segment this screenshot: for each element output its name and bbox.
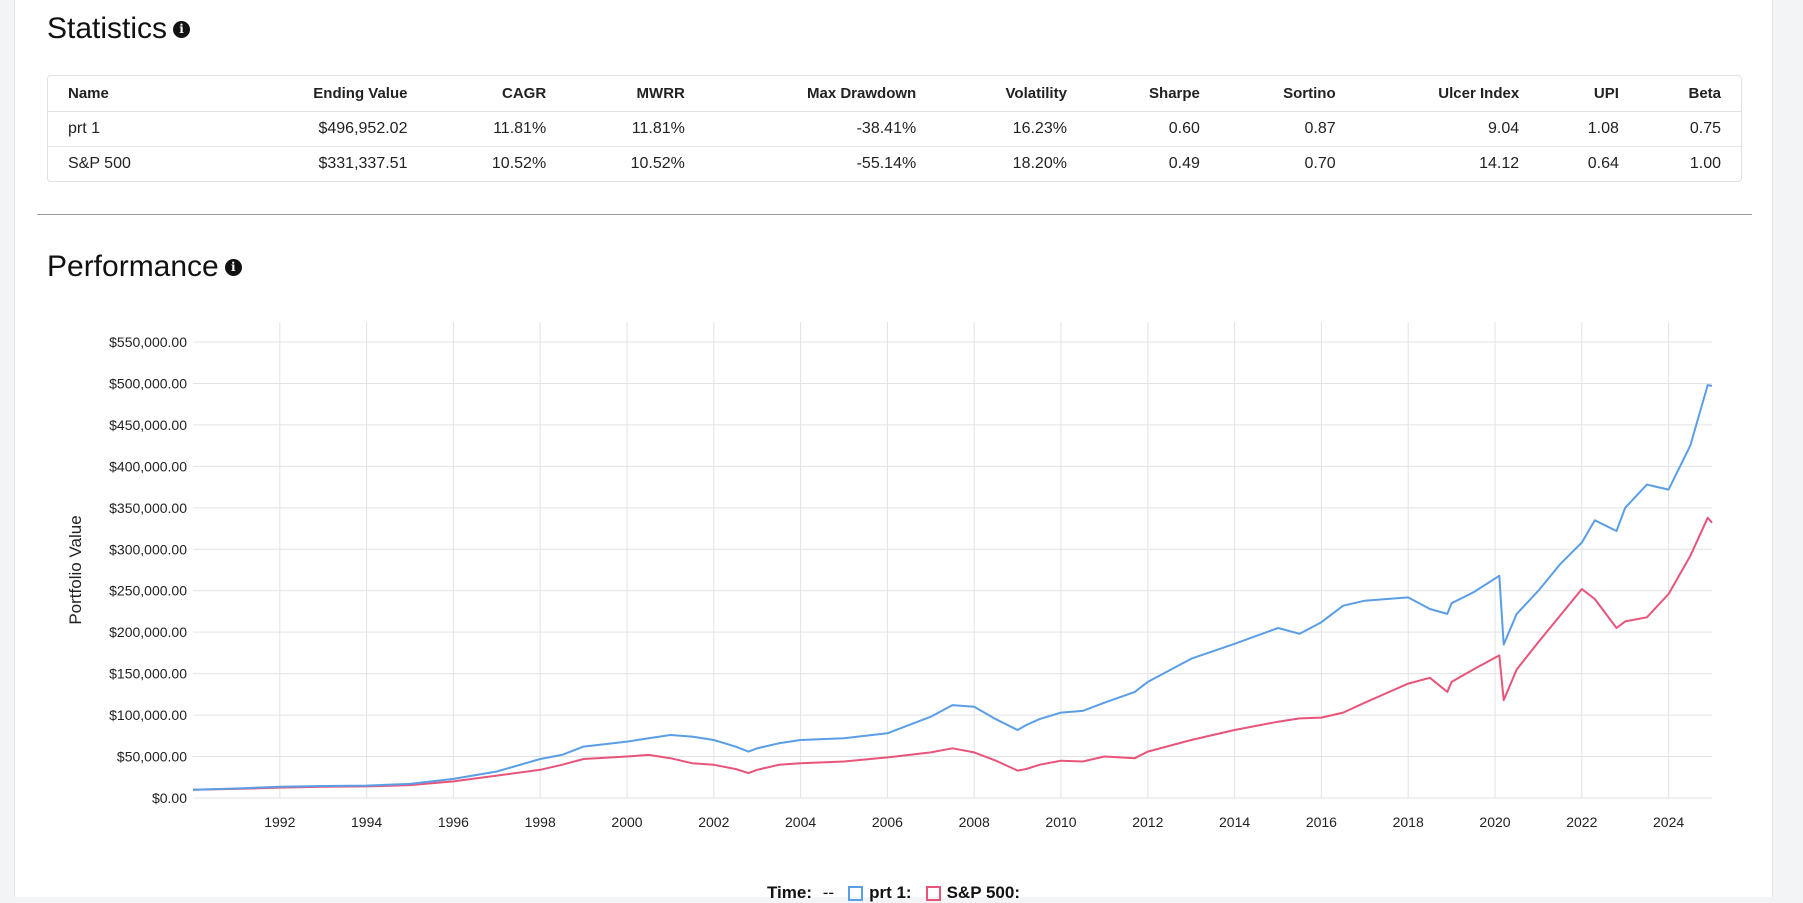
y-tick-label: $300,000.00 <box>109 541 187 557</box>
table-cell: 10.52% <box>630 155 685 172</box>
x-tick-label: 1996 <box>438 814 469 830</box>
table-cell: 16.23% <box>936 112 1087 147</box>
table-cell: 1.08 <box>1539 112 1639 147</box>
x-tick-label: 2006 <box>872 814 903 830</box>
x-tick-label: 2002 <box>698 814 729 830</box>
table-cell: 1.00 <box>1689 155 1721 172</box>
y-tick-label: $550,000.00 <box>109 334 187 350</box>
x-tick-label: 1998 <box>525 814 556 830</box>
chart-legend: Time: -- prt 1: S&P 500: <box>15 883 1772 903</box>
legend-item-sp500[interactable]: S&P 500: <box>925 883 1020 903</box>
column-header: Ulcer Index <box>1355 76 1540 112</box>
table-cell: 14.12 <box>1479 155 1520 172</box>
x-tick-label: 2016 <box>1306 814 1337 830</box>
section-divider <box>37 214 1752 215</box>
table-cell: 9.04 <box>1355 112 1540 147</box>
table-cell: 18.20% <box>1012 155 1067 172</box>
x-tick-label: 2004 <box>785 814 816 830</box>
table-cell: 0.87 <box>1219 112 1356 147</box>
x-tick-label: 2014 <box>1219 814 1250 830</box>
statistics-title: Statistics <box>47 12 168 45</box>
y-tick-label: $150,000.00 <box>109 666 187 682</box>
table-cell: prt 1 <box>48 112 222 147</box>
table-cell: 0.70 <box>1304 155 1336 172</box>
x-tick-label: 2022 <box>1566 814 1597 830</box>
legend-time-label: Time: <box>766 883 813 902</box>
column-header: Name <box>48 76 222 112</box>
table-header-row: Name Ending Value CAGR MWRR Max Drawdown… <box>48 76 1741 112</box>
info-icon[interactable]: i <box>173 20 191 38</box>
y-tick-label: $50,000.00 <box>117 749 187 765</box>
legend-label: prt 1: <box>869 883 912 902</box>
x-tick-label: 2018 <box>1393 814 1424 830</box>
column-header: Ending Value <box>221 76 428 112</box>
legend-item-prt1[interactable]: prt 1: <box>848 883 912 903</box>
y-tick-label: $350,000.00 <box>109 500 187 516</box>
y-tick-label: $400,000.00 <box>109 458 187 474</box>
x-tick-label: 2024 <box>1653 814 1684 830</box>
statistics-heading: Statistics i <box>47 12 191 46</box>
table-cell: 11.81% <box>566 112 705 147</box>
info-icon[interactable]: i <box>224 258 242 276</box>
column-header: Sharpe <box>1086 76 1220 112</box>
column-header: UPI <box>1539 76 1639 112</box>
legend-time: Time: -- <box>767 883 834 903</box>
x-tick-label: 1994 <box>351 814 382 830</box>
performance-title: Performance <box>47 250 219 283</box>
column-header: CAGR <box>427 76 567 112</box>
y-tick-label: $500,000.00 <box>109 375 187 391</box>
table-cell: 0.60 <box>1086 112 1220 147</box>
x-tick-label: 2020 <box>1479 814 1510 830</box>
series-line-s-p-500 <box>192 516 1713 791</box>
table-cell: -38.41% <box>704 112 937 147</box>
legend-swatch-sp500 <box>925 885 941 901</box>
legend-label: S&P 500: <box>946 883 1020 902</box>
column-header: Sortino <box>1219 76 1356 112</box>
column-header: Max Drawdown <box>704 76 937 112</box>
y-tick-label: $100,000.00 <box>109 707 187 723</box>
table-cell: 0.64 <box>1587 155 1619 172</box>
y-tick-label: $450,000.00 <box>109 417 187 433</box>
legend-swatch-prt1 <box>848 885 864 901</box>
x-tick-label: 2008 <box>959 814 990 830</box>
content-card: Statistics i Name Ending Value CAGR MWRR… <box>14 0 1773 902</box>
x-tick-label: 2012 <box>1132 814 1163 830</box>
table-row: prt 1 $496,952.02 11.81% 11.81% -38.41% … <box>48 112 1741 147</box>
x-tick-label: 1992 <box>264 814 295 830</box>
table-cell: $496,952.02 <box>221 112 428 147</box>
y-axis-label: Portfolio Value <box>66 515 85 624</box>
performance-heading: Performance i <box>47 250 242 284</box>
table-cell: 0.75 <box>1638 112 1741 147</box>
statistics-table: Name Ending Value CAGR MWRR Max Drawdown… <box>47 75 1742 182</box>
table-cell: $331,337.51 <box>318 155 408 172</box>
x-tick-label: 2000 <box>611 814 642 830</box>
x-tick-label: 2010 <box>1045 814 1076 830</box>
y-tick-label: $250,000.00 <box>109 583 187 599</box>
y-tick-label: $0.00 <box>152 790 187 806</box>
table-row: S&P 500 $331,337.51 10.52% 10.52% -55.14… <box>48 147 1741 181</box>
column-header: MWRR <box>566 76 705 112</box>
column-header: Beta <box>1638 76 1741 112</box>
series-line-prt-1 <box>192 384 1713 791</box>
y-tick-label: $200,000.00 <box>109 624 187 640</box>
table-cell: -55.14% <box>856 155 917 172</box>
legend-time-value: -- <box>822 883 835 902</box>
performance-chart[interactable]: $0.00 $50,000.00 $100,000.00 $150,000.00 $20… <box>15 300 1772 860</box>
table-cell: 10.52% <box>491 155 547 172</box>
table-cell: 0.49 <box>1168 155 1200 172</box>
table-cell: 11.81% <box>427 112 567 147</box>
table-cell: S&P 500 <box>68 155 131 172</box>
column-header: Volatility <box>936 76 1087 112</box>
